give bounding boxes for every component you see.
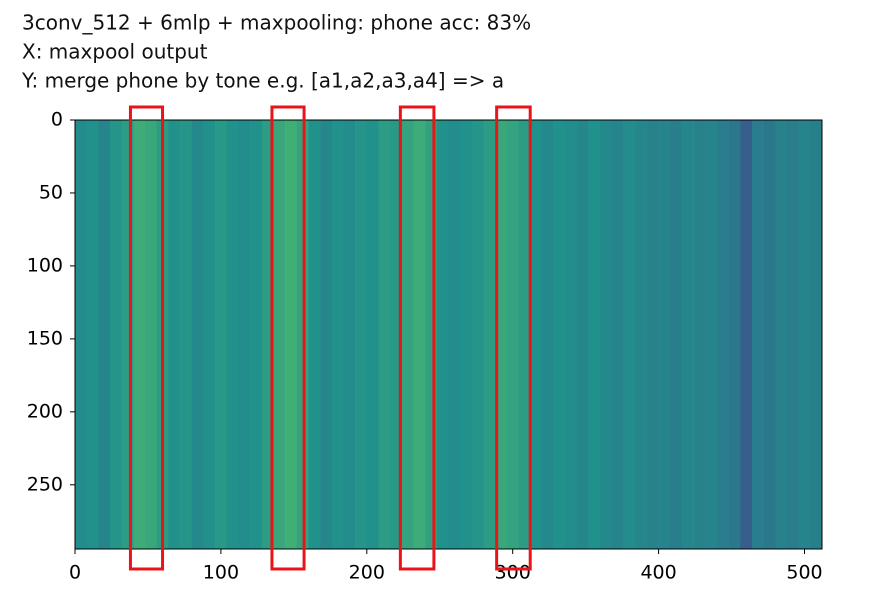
heatmap-column xyxy=(110,120,122,549)
heatmap-column xyxy=(600,120,613,549)
x-tick-label: 200 xyxy=(349,562,385,584)
highlight-box xyxy=(398,105,436,571)
heatmap-column xyxy=(693,120,706,549)
heatmap-column xyxy=(401,120,414,549)
heatmap-column xyxy=(308,120,321,549)
heatmap-column xyxy=(121,120,134,549)
heatmap-column xyxy=(541,120,554,549)
heatmap-column xyxy=(343,120,356,549)
heatmap-column xyxy=(86,120,99,549)
heatmap-column xyxy=(786,120,799,549)
heatmap-column xyxy=(320,120,333,549)
heatmap-column xyxy=(226,120,239,549)
x-tick-label: 100 xyxy=(203,562,239,584)
heatmap-column xyxy=(728,120,741,549)
x-tick-label: 300 xyxy=(495,562,531,584)
heatmap-column xyxy=(203,120,216,549)
y-tick-label: 150 xyxy=(27,327,63,349)
heatmap-column xyxy=(180,120,193,549)
heatmap-column xyxy=(390,120,403,549)
heatmap-column xyxy=(518,120,531,549)
heatmap-column xyxy=(285,120,298,549)
heatmap-column xyxy=(670,120,683,549)
heatmap-column xyxy=(191,120,204,549)
heatmap-column xyxy=(366,120,379,549)
heatmap-column xyxy=(413,120,426,549)
heatmap-column xyxy=(355,120,368,549)
y-tick-label: 250 xyxy=(27,473,63,495)
heatmap-column xyxy=(425,120,438,549)
heatmap-column xyxy=(483,120,496,549)
heatmap-column xyxy=(646,120,659,549)
heatmap-column xyxy=(98,120,111,549)
heatmap-column xyxy=(810,120,823,549)
heatmap-column xyxy=(565,120,578,549)
heatmap-column xyxy=(751,120,764,549)
heatmap-column xyxy=(740,120,753,549)
heatmap-column xyxy=(250,120,263,549)
heatmap-column xyxy=(448,120,461,549)
title: 3conv_512 + 6mlp + maxpooling: phone acc… xyxy=(22,11,531,35)
heatmap-column xyxy=(658,120,671,549)
plot-frame xyxy=(74,119,823,550)
heatmap-column xyxy=(261,120,274,549)
heatmap-column xyxy=(681,120,694,549)
heatmap-column xyxy=(238,120,251,549)
y-tick-label: 50 xyxy=(39,181,63,203)
heatmap-column xyxy=(168,120,181,549)
heatmap-column xyxy=(588,120,601,549)
highlight-box xyxy=(495,105,532,571)
x-tick-label: 400 xyxy=(640,562,676,584)
heatmap-column xyxy=(775,120,788,549)
heatmap-column xyxy=(133,120,146,549)
heatmap-column xyxy=(623,120,636,549)
x-tick-label: 0 xyxy=(69,562,81,584)
highlight-box xyxy=(128,105,165,571)
heatmap-column xyxy=(763,120,776,549)
heatmap-column xyxy=(705,120,718,549)
heatmap-column xyxy=(530,120,543,549)
heatmap-column xyxy=(378,120,391,549)
heatmap-column xyxy=(506,120,519,549)
heatmap-column xyxy=(716,120,729,549)
heatmap-column xyxy=(145,120,158,549)
heatmap-column xyxy=(611,120,624,549)
highlight-box xyxy=(270,105,306,571)
y-tick-label: 0 xyxy=(51,109,63,131)
heatmap-column xyxy=(215,120,228,549)
subtitle: X: maxpool output xyxy=(22,40,208,64)
annotation: Y: merge phone by tone e.g. [a1,a2,a3,a4… xyxy=(21,69,504,93)
x-tick-label: 500 xyxy=(786,562,822,584)
heatmap-column xyxy=(576,120,589,549)
y-tick-label: 200 xyxy=(27,400,63,422)
heatmap-column xyxy=(495,120,508,549)
y-tick-label: 100 xyxy=(27,254,63,276)
heatmap-column xyxy=(471,120,484,549)
heatmap-column xyxy=(75,120,87,549)
heatmap-column xyxy=(273,120,286,549)
heatmap-column xyxy=(798,120,811,549)
heatmap-column xyxy=(460,120,473,549)
heatmap-column xyxy=(553,120,566,549)
heatmap-column xyxy=(635,120,648,549)
heatmap-column xyxy=(331,120,344,549)
heatmap-column xyxy=(436,120,449,549)
